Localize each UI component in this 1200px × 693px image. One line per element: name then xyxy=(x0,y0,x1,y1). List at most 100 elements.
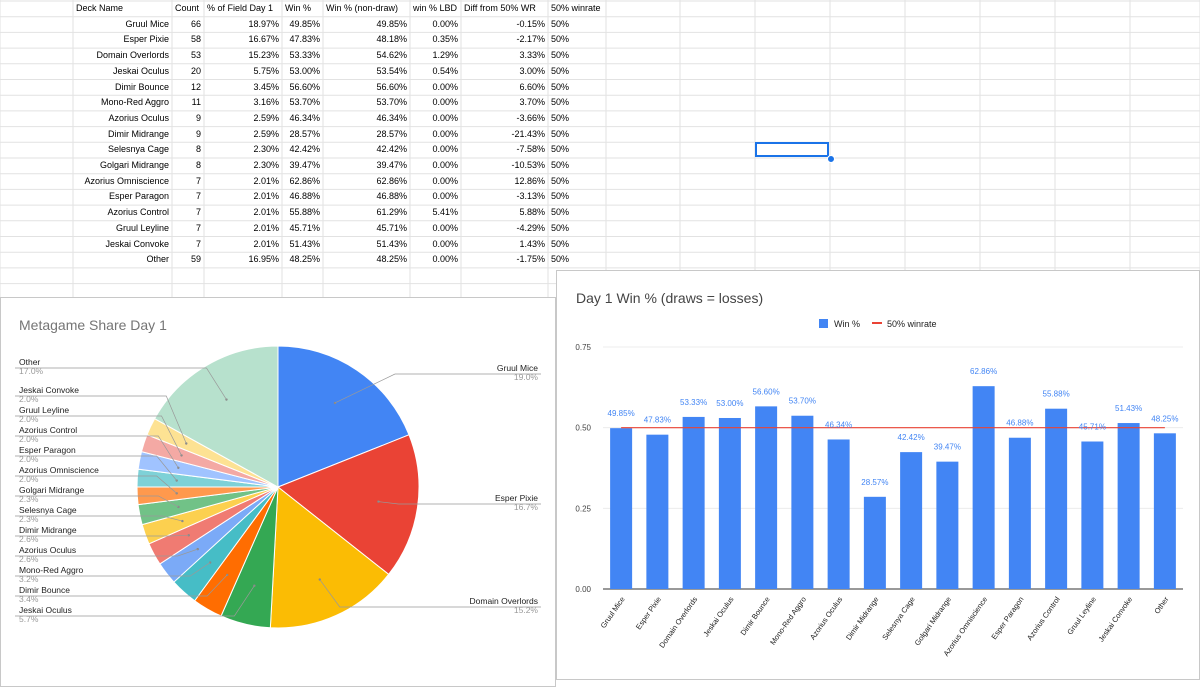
table-cell[interactable]: 1.29% xyxy=(432,50,458,61)
table-cell[interactable]: 2.30% xyxy=(253,160,279,170)
table-cell[interactable]: 45.71% xyxy=(289,222,320,233)
table-cell[interactable]: 62.86% xyxy=(376,175,407,186)
table-cell[interactable]: 48.18% xyxy=(376,34,407,45)
table-cell[interactable]: 42.42% xyxy=(376,144,407,155)
table-cell[interactable]: 20 xyxy=(190,65,201,76)
bar[interactable] xyxy=(1081,441,1104,589)
table-cell[interactable]: 6.60% xyxy=(519,81,545,92)
table-cell[interactable]: 2.59% xyxy=(253,112,279,123)
table-cell[interactable]: 47.83% xyxy=(289,34,320,45)
table-cell[interactable]: -3.13% xyxy=(516,191,545,202)
table-cell[interactable]: 50% xyxy=(551,160,570,170)
table-cell[interactable]: 0.00% xyxy=(432,175,458,186)
table-cell[interactable]: -10.53% xyxy=(511,160,545,170)
table-cell[interactable]: 49.85% xyxy=(376,18,407,29)
table-cell[interactable]: 50% xyxy=(551,97,570,108)
table-cell[interactable]: -7.58% xyxy=(516,144,545,155)
table-cell[interactable]: 2.30% xyxy=(253,144,279,155)
table-cell[interactable]: Mono-Red Aggro xyxy=(100,97,169,108)
table-cell[interactable]: 59 xyxy=(190,254,201,265)
table-cell[interactable]: 0.35% xyxy=(432,34,458,45)
table-cell[interactable]: -21.43% xyxy=(511,128,545,139)
table-cell[interactable]: 51.43% xyxy=(376,238,407,249)
table-cell[interactable]: 2.01% xyxy=(253,191,279,202)
table-cell[interactable]: 0.00% xyxy=(432,128,458,139)
table-cell[interactable]: Jeskai Convoke xyxy=(105,238,169,249)
table-cell[interactable]: 3.70% xyxy=(519,97,545,108)
table-header-cell[interactable]: Deck Name xyxy=(76,3,124,13)
table-cell[interactable]: 2.01% xyxy=(253,238,279,249)
table-cell[interactable]: 7 xyxy=(195,207,201,218)
bar[interactable] xyxy=(1117,423,1140,589)
table-cell[interactable]: Azorius Oculus xyxy=(108,112,169,123)
table-header-cell[interactable]: win % LBD xyxy=(413,3,458,13)
table-cell[interactable]: 0.00% xyxy=(432,97,458,108)
table-cell[interactable]: 16.67% xyxy=(248,34,279,45)
table-cell[interactable]: 3.00% xyxy=(519,65,545,76)
table-cell[interactable]: 5.41% xyxy=(432,207,458,218)
table-cell[interactable]: 2.01% xyxy=(253,175,279,186)
bar[interactable] xyxy=(936,461,959,589)
table-cell[interactable]: 18.97% xyxy=(248,18,279,29)
table-cell[interactable]: 50% xyxy=(551,175,570,186)
table-cell[interactable]: 2.59% xyxy=(253,128,279,139)
table-cell[interactable]: 0.00% xyxy=(432,18,458,29)
table-header-cell[interactable]: Win % xyxy=(285,3,312,13)
table-cell[interactable]: 28.57% xyxy=(376,128,407,139)
table-cell[interactable]: 0.00% xyxy=(432,160,458,170)
table-cell[interactable]: 53.00% xyxy=(289,65,320,76)
bar[interactable] xyxy=(610,428,633,589)
bar[interactable] xyxy=(1045,408,1068,589)
bar[interactable] xyxy=(863,496,886,589)
bar[interactable] xyxy=(900,452,923,589)
table-cell[interactable]: 50% xyxy=(551,34,570,45)
table-cell[interactable]: 53.54% xyxy=(376,65,407,76)
table-cell[interactable]: 5.75% xyxy=(253,65,279,76)
table-cell[interactable]: 50% xyxy=(551,112,570,123)
table-cell[interactable]: 8 xyxy=(195,144,201,155)
table-cell[interactable]: Azorius Omniscience xyxy=(84,175,169,186)
table-cell[interactable]: 61.29% xyxy=(376,207,407,218)
table-cell[interactable]: 3.33% xyxy=(519,50,545,61)
table-cell[interactable]: 3.16% xyxy=(253,97,279,108)
selected-cell[interactable] xyxy=(755,142,829,157)
table-cell[interactable]: 53.70% xyxy=(289,97,320,108)
table-cell[interactable]: 5.88% xyxy=(519,207,545,218)
table-cell[interactable]: 7 xyxy=(195,175,201,186)
table-cell[interactable]: 48.25% xyxy=(376,254,407,265)
table-cell[interactable]: 45.71% xyxy=(376,222,407,233)
table-cell[interactable]: -0.15% xyxy=(516,18,545,29)
bar[interactable] xyxy=(791,415,814,589)
table-cell[interactable]: 16.95% xyxy=(248,254,279,265)
pie-slice[interactable] xyxy=(269,486,390,629)
pie-chart-panel[interactable]: Metagame Share Day 1 Gruul Mice 19.0% Espe… xyxy=(0,297,556,687)
pie-slice[interactable] xyxy=(153,345,279,488)
bar[interactable] xyxy=(718,417,741,589)
table-cell[interactable]: 0.00% xyxy=(432,81,458,92)
table-cell[interactable]: 39.47% xyxy=(289,160,320,170)
table-cell[interactable]: 46.34% xyxy=(376,112,407,123)
table-cell[interactable]: 12 xyxy=(190,81,201,92)
table-cell[interactable]: 50% xyxy=(551,254,570,265)
bar[interactable] xyxy=(1008,437,1031,589)
table-cell[interactable]: Dimir Midrange xyxy=(107,128,169,139)
table-cell[interactable]: -1.75% xyxy=(516,254,545,265)
table-cell[interactable]: 50% xyxy=(551,65,570,76)
table-cell[interactable]: 9 xyxy=(195,128,201,139)
table-cell[interactable]: 0.00% xyxy=(432,222,458,233)
table-header-cell[interactable]: Diff from 50% WR xyxy=(464,3,536,13)
table-cell[interactable]: 51.43% xyxy=(289,238,320,249)
table-cell[interactable]: 46.88% xyxy=(289,191,320,202)
table-cell[interactable]: 0.54% xyxy=(432,65,458,76)
pie-slice[interactable] xyxy=(277,345,410,488)
table-cell[interactable]: -4.29% xyxy=(516,222,545,233)
table-cell[interactable]: Gruul Leyline xyxy=(115,222,169,233)
table-cell[interactable]: 1.43% xyxy=(519,238,545,249)
table-cell[interactable]: 66 xyxy=(190,18,201,29)
table-cell[interactable]: Gruul Mice xyxy=(125,18,169,29)
pie-slice[interactable] xyxy=(277,434,420,576)
table-cell[interactable]: 42.42% xyxy=(289,144,320,155)
table-cell[interactable]: 28.57% xyxy=(289,128,320,139)
table-cell[interactable]: Jeskai Oculus xyxy=(112,65,169,76)
table-cell[interactable]: 39.47% xyxy=(376,160,407,170)
